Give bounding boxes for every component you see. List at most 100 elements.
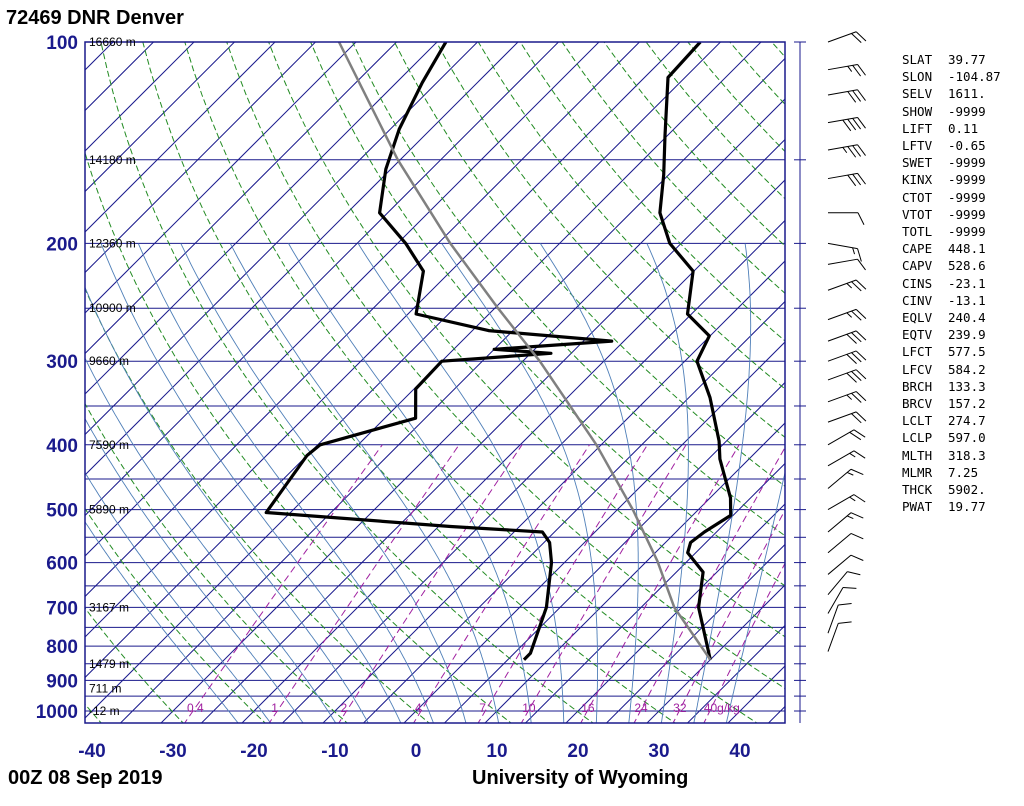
wind-barb-feather [851, 352, 862, 363]
dry-adiabat-line [184, 42, 758, 723]
isotherm-line [443, 381, 785, 723]
dry-adiabat-line [85, 703, 102, 723]
index-value: -13.1 [948, 292, 986, 308]
wind-barb-feather [842, 119, 852, 132]
index-row: MLTH 318.3 [902, 447, 1001, 464]
index-value: 1611. [948, 86, 986, 102]
wind-barb-feather [857, 117, 866, 129]
index-row: MLMR 7.25 [902, 464, 1001, 481]
wind-barb-half-feather [846, 394, 853, 400]
index-name: TOTL [902, 224, 933, 240]
pressure-tick-label: 200 [46, 234, 78, 255]
time-label: 00Z 08 Sep 2019 [8, 767, 163, 789]
parcel-line [337, 42, 712, 661]
wind-barb-feather [847, 91, 857, 103]
isotherm-line [85, 42, 397, 355]
wind-barb [827, 258, 866, 271]
isotherm-line [85, 42, 721, 679]
wind-barb-staff [827, 144, 858, 151]
height-label: 14180 m [89, 153, 136, 167]
wind-barb-feather [855, 308, 867, 319]
height-label: 16660 m [89, 35, 136, 49]
mixing-ratio-label: 0.4 [187, 701, 204, 715]
index-row: BRCH 133.3 [902, 378, 1001, 395]
isotherm-line [85, 42, 600, 557]
index-name: LFCV [902, 361, 933, 377]
wind-barb [827, 279, 867, 292]
index-name: BRCH [902, 378, 933, 394]
sounding-profiles [264, 42, 733, 661]
mixing-ratio-label: 7 [479, 701, 486, 715]
moist-adiabat-line [85, 471, 272, 723]
wind-barb-feather [852, 145, 862, 157]
index-row: SWET -9999 [902, 154, 1001, 171]
plot-frame [84, 41, 786, 724]
wind-barb-feather [855, 391, 867, 402]
wind-barb [827, 532, 864, 554]
wind-barb [827, 391, 867, 403]
wind-barb-staff [827, 604, 839, 634]
index-name: SLAT [902, 52, 933, 67]
dry-adiabat-line [226, 42, 785, 690]
moist-adiabat-line [441, 243, 598, 723]
wind-barb-feather [852, 90, 862, 102]
index-row: LCLT 274.7 [902, 412, 1001, 429]
index-value: 133.3 [948, 378, 986, 394]
index-name: CINV [902, 292, 933, 308]
isotherm-line [85, 42, 640, 598]
dew-point-line [264, 42, 614, 661]
wind-barb-feather [850, 468, 864, 476]
isotherm-line [85, 42, 559, 517]
wind-barb-feather [857, 258, 866, 271]
index-name: VTOT [902, 206, 933, 222]
index-name: EQTV [902, 327, 933, 343]
index-row: CAPV 528.6 [902, 257, 1001, 274]
wind-barbs [794, 31, 867, 723]
pressure-tick-label: 300 [46, 352, 78, 373]
wind-barb-staff [827, 172, 858, 180]
wind-barb [827, 242, 862, 262]
wind-barb [827, 63, 866, 77]
index-value: -23.1 [948, 275, 986, 291]
index-name: LCLT [902, 413, 933, 429]
temperature-tick-label: 30 [648, 741, 669, 762]
index-value: 157.2 [948, 396, 986, 412]
index-value: 7.25 [948, 464, 979, 480]
index-value: 5902. [948, 482, 986, 498]
index-name: MLMR [902, 464, 933, 480]
wind-barb-feather [851, 310, 862, 321]
wind-barb-feather [846, 372, 857, 383]
height-label: 1479 m [89, 657, 129, 671]
isotherm-line [241, 179, 785, 723]
mixing-ratio-line [520, 444, 687, 723]
index-row: SHOW -9999 [902, 103, 1001, 120]
height-label: 10900 m [89, 301, 136, 315]
isotherm-line [281, 219, 785, 723]
wind-barb [827, 411, 867, 424]
wind-barb-feather [851, 392, 862, 403]
index-row: PWAT 19.77 [902, 498, 1001, 515]
index-name: KINX [902, 172, 933, 188]
index-name: CINS [902, 275, 933, 291]
index-row: CINV -13.1 [902, 292, 1001, 309]
moist-adiabat-line [229, 243, 500, 723]
index-row: KINX -9999 [902, 171, 1001, 188]
mixing-ratio-line [703, 562, 785, 723]
temperature-tick-label: -40 [78, 741, 105, 762]
wind-barb-staff [827, 330, 857, 342]
temperature-line [658, 42, 733, 661]
moist-adiabat-line [137, 243, 434, 723]
dry-adiabat-line [142, 42, 676, 723]
index-row: EQTV 239.9 [902, 326, 1001, 343]
mixing-ratio-label: 16 [581, 701, 595, 715]
wind-barb-staff [827, 242, 858, 250]
index-value: -9999 [948, 224, 986, 240]
index-value: 240.4 [948, 310, 986, 326]
index-value: -9999 [948, 172, 986, 188]
wind-barb-staff [827, 587, 844, 614]
wind-barb [827, 429, 866, 446]
index-name: CAPE [902, 241, 933, 257]
wind-barb-feather [855, 330, 867, 341]
dry-adiabat-line [85, 402, 348, 723]
dry-adiabat-line [268, 42, 785, 638]
